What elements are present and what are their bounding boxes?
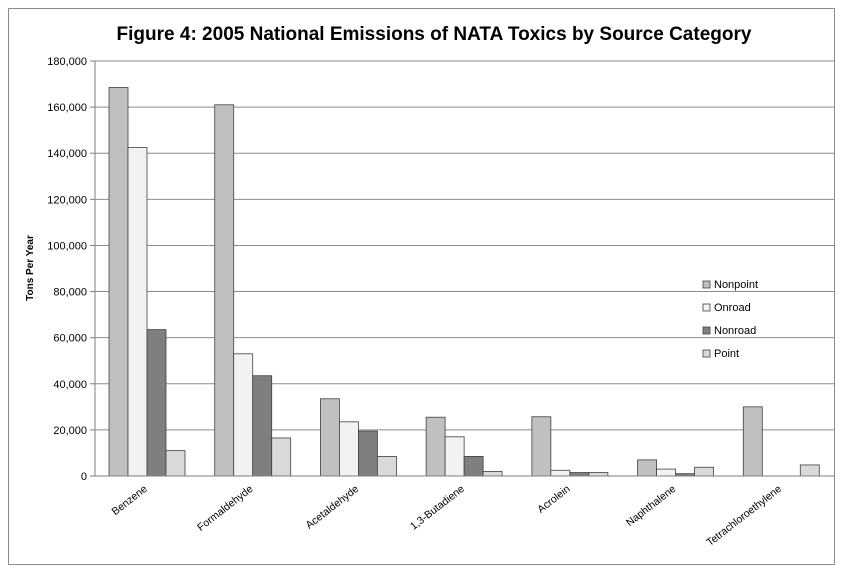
bar-nonpoint-1-3-butadiene <box>425 416 446 477</box>
bar-point-acetaldehyde <box>377 456 397 477</box>
legend-label-nonroad: Nonroad <box>714 325 756 337</box>
y-tick-label: 120,000 <box>47 194 87 206</box>
bar-nonpoint-acrolein <box>531 416 552 477</box>
y-tick-label: 20,000 <box>53 425 87 437</box>
bar-point-benzene <box>165 450 186 477</box>
bar-onroad-naphthalene <box>656 468 676 477</box>
y-axis-label: Tons Per Year <box>25 235 36 301</box>
bar-nonpoint-acetaldehyde <box>320 398 340 477</box>
legend-swatch-nonpoint <box>702 280 711 289</box>
legend-swatch-onroad <box>702 303 711 312</box>
y-tick-label: 100,000 <box>47 240 87 252</box>
bar-nonroad-benzene <box>146 329 167 477</box>
legend-swatch-nonroad <box>702 326 711 335</box>
y-tick-label: 0 <box>81 471 87 483</box>
gridlines <box>90 60 835 477</box>
y-axis-ticks: 0 20,000 40,000 60,000 80,000 100,000 120,000 1… <box>47 56 87 483</box>
bar-onroad-1-3-butadiene <box>444 436 465 477</box>
bar-nonroad-formaldehyde <box>252 375 273 477</box>
x-tick-label: Benzene <box>110 483 150 518</box>
bar-point-naphthalene <box>694 466 714 477</box>
x-tick-label: Naphthalene <box>624 483 678 529</box>
bar-nonpoint-formaldehyde <box>214 104 235 477</box>
bar-point-formaldehyde <box>271 437 292 477</box>
legend-label-nonpoint: Nonpoint <box>714 279 758 291</box>
y-tick-label: 60,000 <box>53 333 87 345</box>
bar-onroad-benzene <box>127 147 148 477</box>
bar-nonpoint-tetrachloroethylene <box>742 406 763 477</box>
legend-label-onroad: Onroad <box>714 302 751 314</box>
legend-swatch-point <box>702 349 711 358</box>
bar-point-tetrachloroethylene <box>799 464 820 477</box>
bar-nonroad-acetaldehyde <box>358 430 378 477</box>
y-tick-label: 80,000 <box>53 287 87 299</box>
x-tick-label: 1,3-Butadiene <box>408 483 467 533</box>
bar-onroad-formaldehyde <box>233 353 254 477</box>
x-tick-label: Acrolein <box>535 483 572 516</box>
legend: Nonpoint Onroad Nonroad Point <box>702 279 758 360</box>
y-tick-label: 140,000 <box>47 148 87 160</box>
bar-nonpoint-benzene <box>108 87 129 477</box>
legend-label-point: Point <box>714 348 739 360</box>
bar-point-1-3-butadiene <box>482 470 503 477</box>
bars <box>108 87 820 477</box>
x-tick-label: Tetrachloroethylene <box>704 483 784 549</box>
chart-title: Figure 4: 2005 National Emissions of NAT… <box>117 24 752 45</box>
x-tick-label: Formaldehyde <box>195 483 255 534</box>
bar-nonpoint-naphthalene <box>637 459 657 477</box>
y-tick-label: 180,000 <box>47 56 87 68</box>
x-tick-label: Acetaldehyde <box>304 483 362 532</box>
bar-nonroad-acrolein <box>569 472 590 477</box>
x-axis-labels: Benzene Formaldehyde Acetaldehyde 1,3-Butad… <box>110 483 784 549</box>
bar-onroad-acetaldehyde <box>339 421 359 477</box>
y-tick-label: 40,000 <box>53 379 87 391</box>
bar-point-acrolein <box>588 472 609 477</box>
bar-onroad-acrolein <box>550 469 571 477</box>
bar-nonroad-1-3-butadiene <box>463 456 484 477</box>
y-tick-label: 160,000 <box>47 102 87 114</box>
